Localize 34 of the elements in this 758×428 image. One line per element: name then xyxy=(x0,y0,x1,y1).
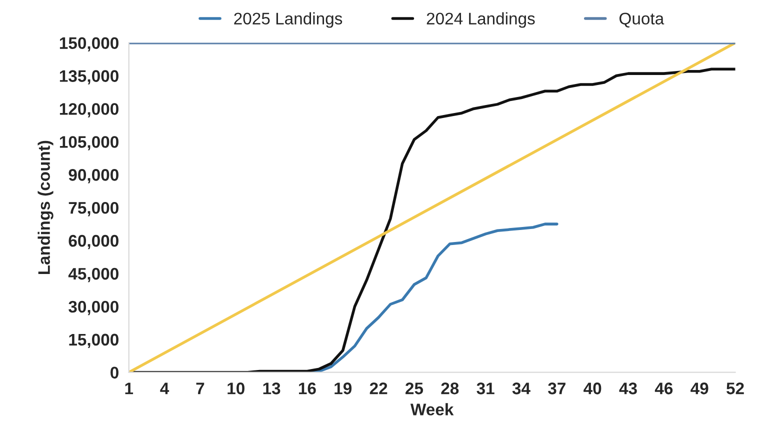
y-tick-label: 75,000 xyxy=(68,202,118,216)
legend-label: 2025 Landings xyxy=(234,12,342,28)
x-tick-label: 31 xyxy=(476,382,494,394)
y-tick-label: 45,000 xyxy=(68,268,118,282)
x-tick-label: 52 xyxy=(726,382,744,394)
x-tick-label: 25 xyxy=(406,382,424,394)
x-tick-label: 28 xyxy=(441,382,459,394)
x-tick-label: 46 xyxy=(654,382,673,394)
x-tick-label: 34 xyxy=(512,382,530,394)
x-tick-label: 7 xyxy=(196,382,204,394)
y-tick-label: 60,000 xyxy=(68,234,118,250)
x-tick-label: 4 xyxy=(160,382,170,394)
x-tick-label: 37 xyxy=(548,382,566,394)
y-tick-label: 0 xyxy=(110,366,118,379)
legend-label: 2024 Landings xyxy=(426,12,535,28)
y-tick-label: 135,000 xyxy=(60,70,118,84)
x-axis-title: Week xyxy=(410,403,454,416)
y-tick-label: 90,000 xyxy=(68,169,118,184)
y-axis-title: Landings (count) xyxy=(38,140,54,274)
y-tick-label: 120,000 xyxy=(60,103,118,118)
x-tick-label: 43 xyxy=(619,382,637,394)
x-tick-label: 10 xyxy=(228,382,244,394)
x-tick-label: 1 xyxy=(125,382,134,394)
y-tick-label: 15,000 xyxy=(69,334,118,348)
y-tick-label: 105,000 xyxy=(60,136,118,150)
x-tick-label: 16 xyxy=(298,382,316,394)
legend-label: Quota xyxy=(620,12,664,28)
x-tick-label: 22 xyxy=(370,382,388,394)
x-tick-label: 49 xyxy=(690,382,708,394)
y-tick-label: 30,000 xyxy=(68,300,118,316)
x-tick-label: 13 xyxy=(263,382,280,394)
y-tick-label: 150,000 xyxy=(60,37,118,52)
x-tick-label: 40 xyxy=(584,382,602,394)
x-tick-label: 19 xyxy=(334,382,352,394)
